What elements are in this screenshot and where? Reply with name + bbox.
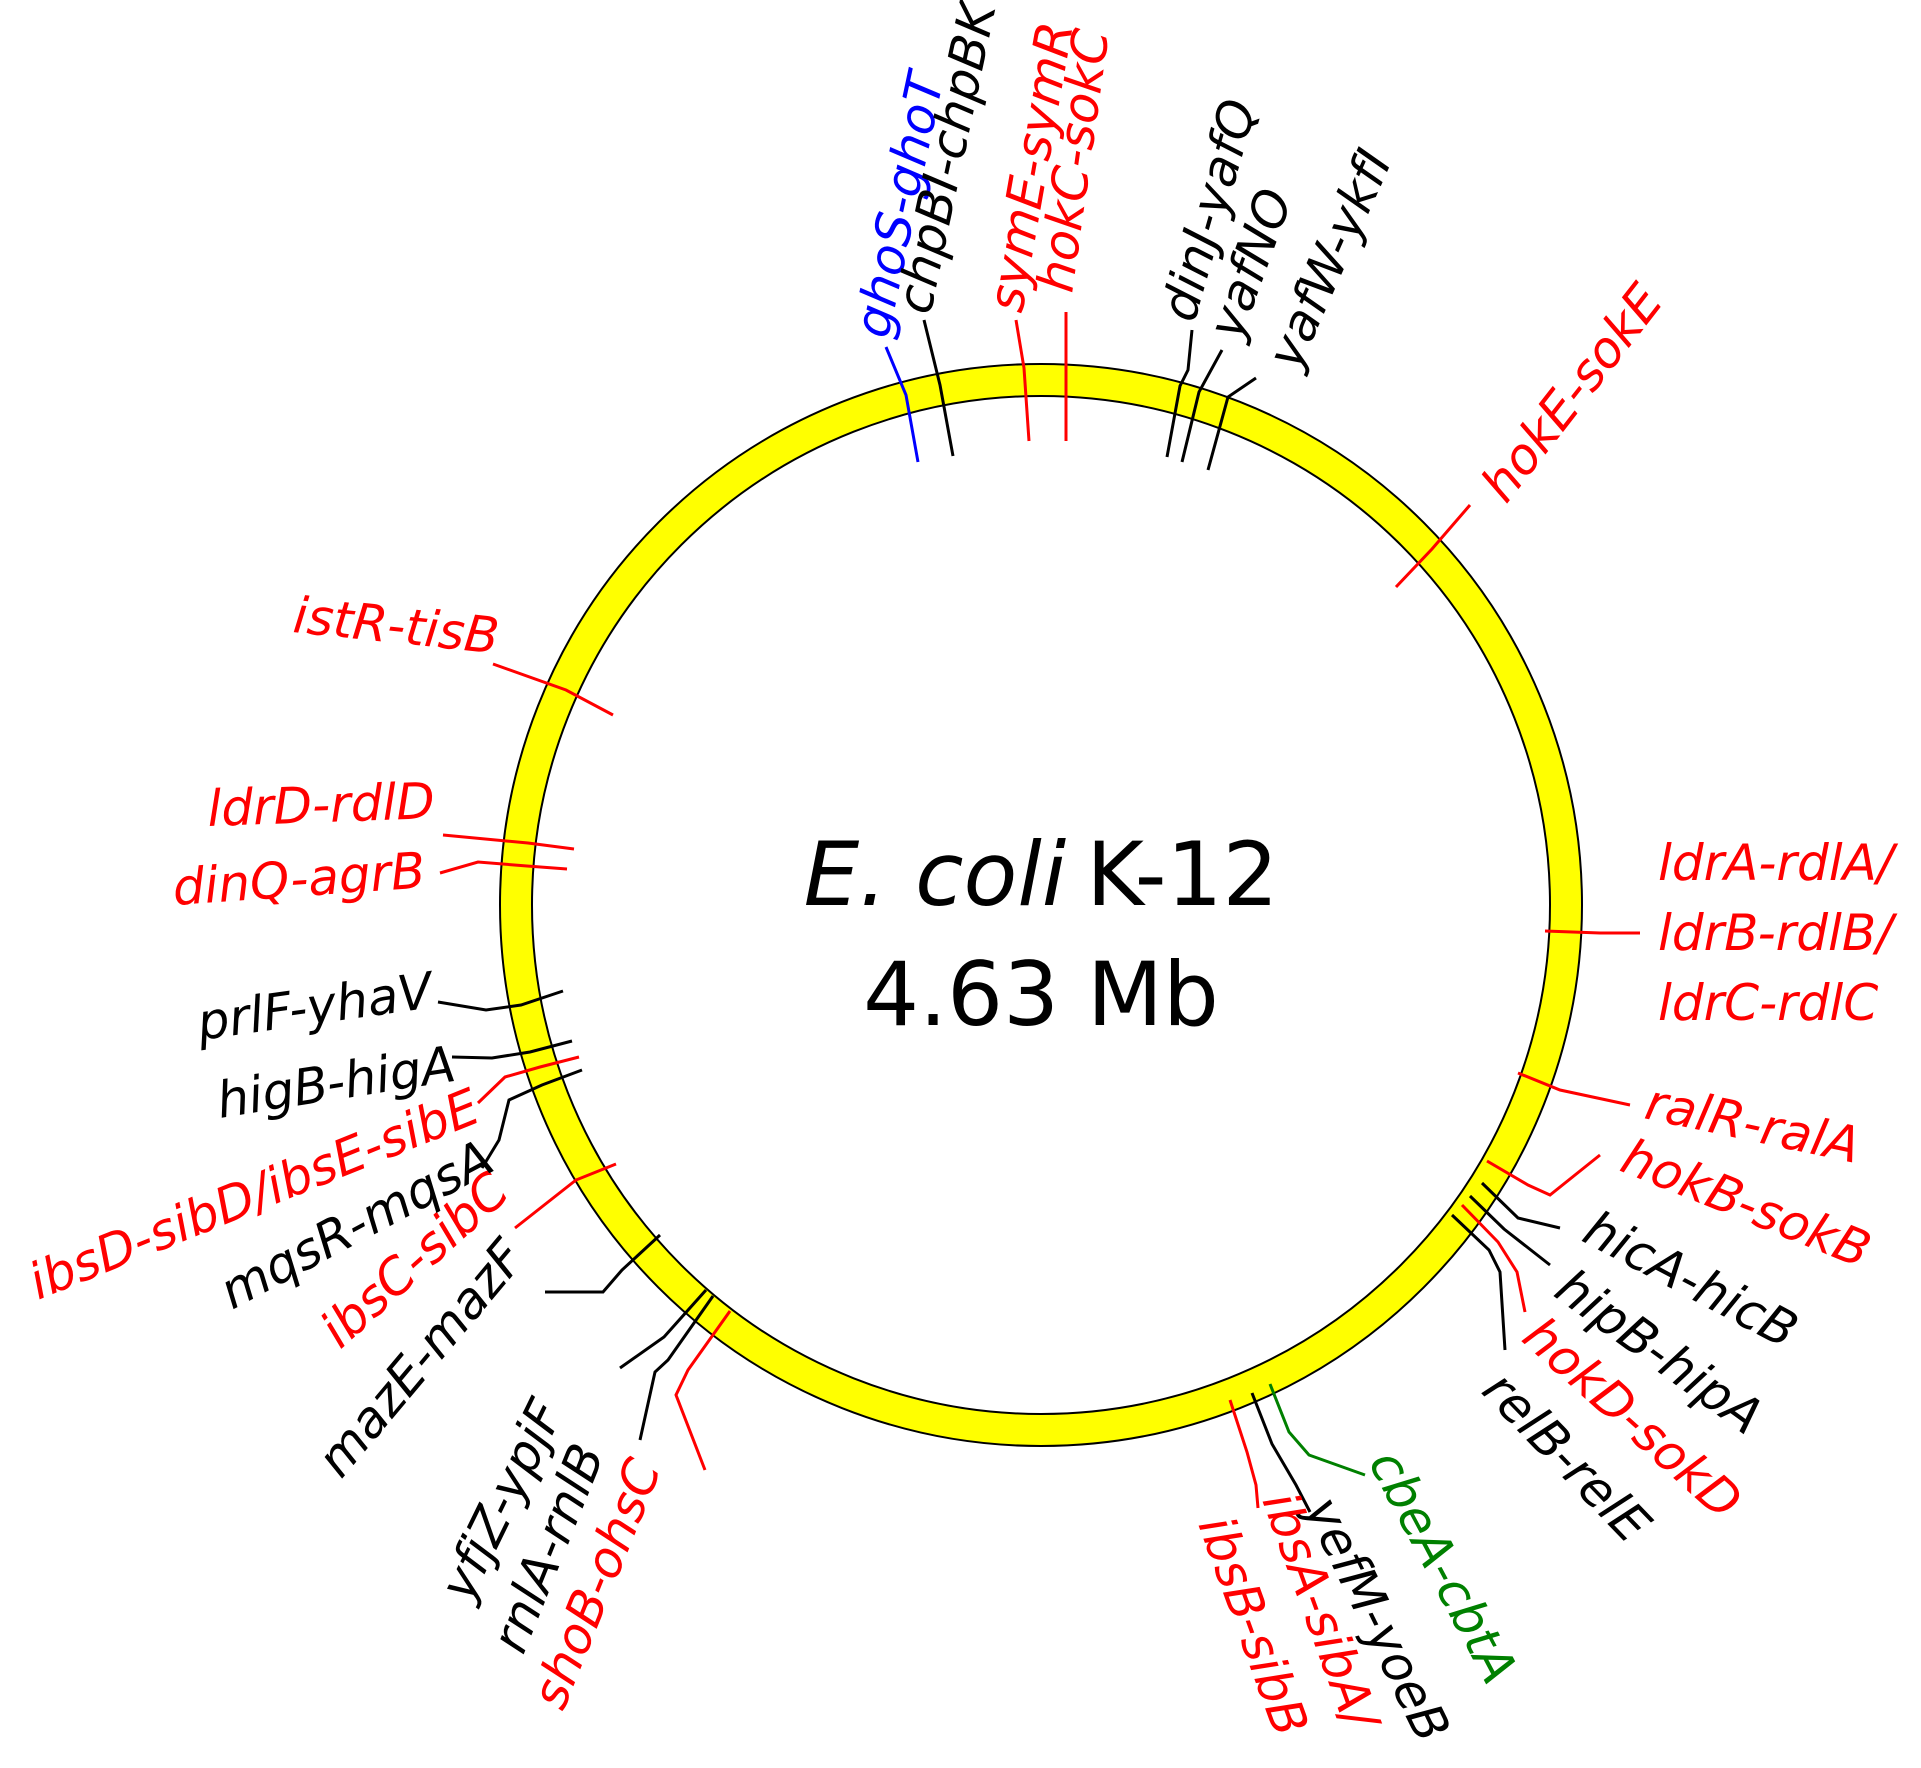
label-ldrA-rdlA: ldrA-rdlA/ — [1658, 834, 1899, 892]
locus-labels: ghoS-ghoT chpBI-chpBK symE-symR hokC-sok… — [21, 0, 1899, 1751]
locus-marker-yefM-yoeB — [1250, 1392, 1312, 1513]
strain-name: K-12 — [1086, 823, 1278, 926]
locus-marker-ldr-ABC — [1544, 929, 1640, 935]
locus-marker-hokB-sokB — [1486, 1153, 1601, 1197]
locus-marker-ibsD-ibsE — [476, 1055, 580, 1105]
locus-marker-hokE-sokE — [1394, 504, 1472, 589]
locus-marker-yfjZ-ypjF — [619, 1289, 708, 1370]
locus-marker-dinJ-yafQ — [1165, 329, 1194, 458]
locus-markers — [437, 312, 1640, 1513]
organism-name: E. coli — [804, 823, 1067, 926]
label-ldrC-rdlC: ldrC-rdlC — [1658, 974, 1878, 1032]
locus-marker-mazE-mazF — [545, 1233, 662, 1294]
locus-marker-chpBI-chpBK — [922, 319, 955, 457]
locus-marker-hicA-hicB — [1480, 1181, 1561, 1230]
locus-marker-mqsR-mqsA — [480, 1068, 583, 1169]
locus-marker-symE-symR — [1014, 319, 1031, 442]
locus-marker-relB-relE — [1450, 1213, 1507, 1351]
label-ldrD-rdlD: ldrD-rdlD — [206, 772, 435, 838]
locus-marker-ghoS-ghoT — [884, 346, 920, 463]
label-prlF-yhaV: prlF-yhaV — [193, 961, 440, 1052]
locus-marker-ralR-ralA — [1517, 1071, 1631, 1107]
locus-marker-hokD-sokD — [1460, 1203, 1527, 1313]
locus-marker-yafNO — [1180, 349, 1224, 463]
locus-marker-ibsC-sibC — [514, 1162, 617, 1230]
chromosome-ring-fill — [501, 365, 1581, 1445]
genome-size: 4.63 Mb — [863, 943, 1219, 1046]
label-hokE-sokE: hokE-sokE — [1470, 273, 1675, 512]
locus-marker-cbeA-cbtA — [1268, 1383, 1366, 1477]
locus-marker-ibsA-ibsB — [1228, 1399, 1260, 1509]
label-dinQ-agrB: dinQ-agrB — [171, 841, 427, 916]
locus-marker-rnlA-rnlB — [638, 1295, 715, 1441]
locus-marker-shoB-ohsC — [674, 1310, 732, 1471]
locus-marker-ldrD-rdlD — [442, 833, 575, 851]
locus-marker-hipB-hipA — [1468, 1194, 1551, 1267]
locus-marker-prlF-yhaV — [437, 989, 564, 1012]
locus-marker-istR-tisB — [492, 662, 614, 717]
locus-marker-yafW-ykfI — [1206, 376, 1257, 471]
locus-marker-dinQ-agrB — [439, 860, 568, 875]
label-istR-tisB: istR-tisB — [291, 586, 502, 665]
locus-marker-higB-higA — [451, 1039, 573, 1060]
genome-title: E. coli K-12 — [804, 823, 1279, 926]
label-ldrB-rdlB: ldrB-rdlB/ — [1658, 904, 1898, 962]
